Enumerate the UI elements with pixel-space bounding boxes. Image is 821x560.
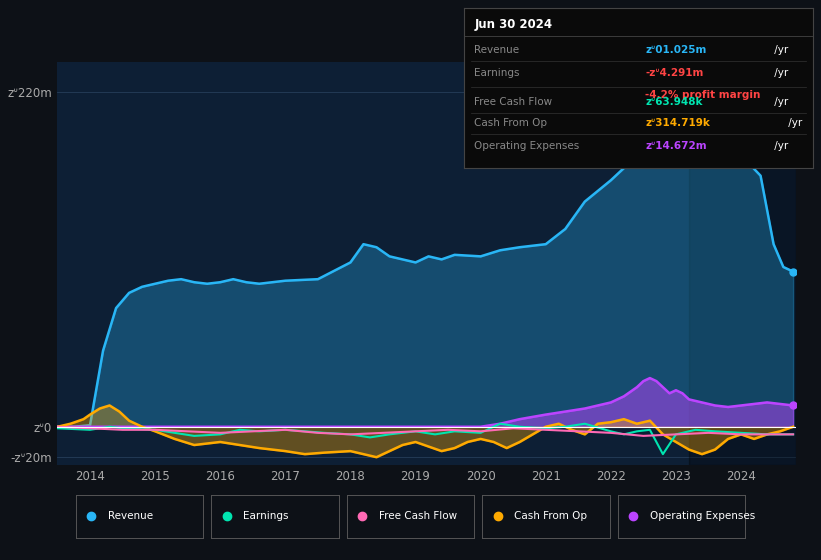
Text: zᐡ01.025m: zᐡ01.025m [645, 45, 707, 55]
Text: Free Cash Flow: Free Cash Flow [475, 97, 553, 107]
Text: zᐡ63.948k: zᐡ63.948k [645, 97, 703, 107]
Text: Jun 30 2024: Jun 30 2024 [475, 18, 553, 31]
Text: Cash From Op: Cash From Op [514, 511, 587, 521]
Text: Earnings: Earnings [243, 511, 289, 521]
Text: zᐡ314.719k: zᐡ314.719k [645, 118, 710, 128]
Bar [689, 62, 796, 465]
Text: /yr: /yr [785, 118, 802, 128]
Text: /yr: /yr [771, 45, 788, 55]
Text: Operating Expenses: Operating Expenses [649, 511, 754, 521]
Text: /yr: /yr [771, 68, 788, 78]
Text: Revenue: Revenue [475, 45, 520, 55]
Text: -zᐡ4.291m: -zᐡ4.291m [645, 68, 704, 78]
Text: -4.2% profit margin: -4.2% profit margin [645, 90, 761, 100]
Text: /yr: /yr [771, 97, 788, 107]
Text: Cash From Op: Cash From Op [475, 118, 548, 128]
Text: Free Cash Flow: Free Cash Flow [378, 511, 456, 521]
Text: Operating Expenses: Operating Expenses [475, 141, 580, 151]
Text: Earnings: Earnings [475, 68, 520, 78]
Text: /yr: /yr [771, 141, 788, 151]
Text: zᐡ14.672m: zᐡ14.672m [645, 141, 707, 151]
Text: Revenue: Revenue [108, 511, 153, 521]
